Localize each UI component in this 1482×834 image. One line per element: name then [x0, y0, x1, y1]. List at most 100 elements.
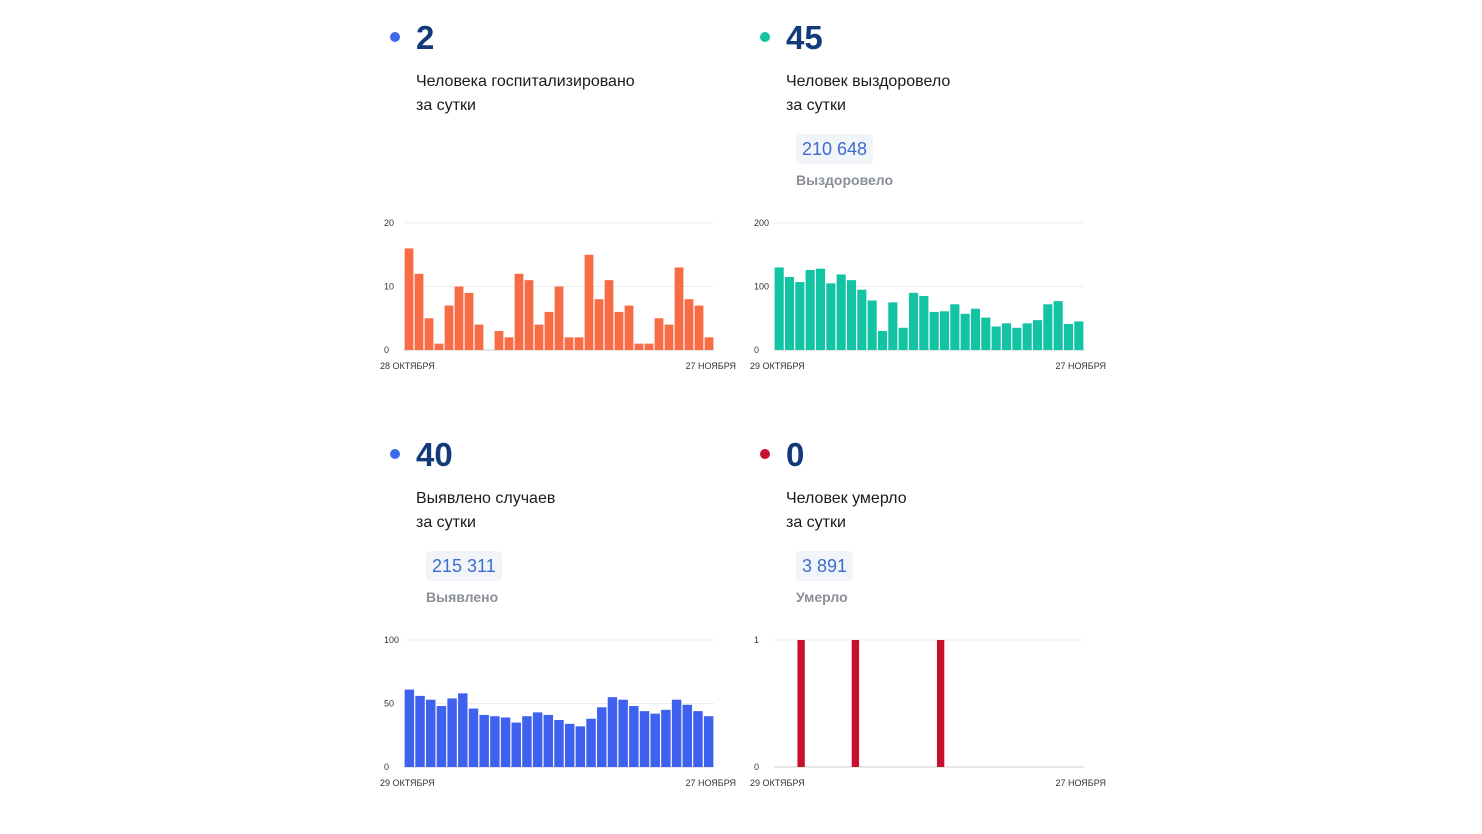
- chart-bar: [981, 317, 991, 350]
- chart-bar: [534, 324, 544, 350]
- chart-bar: [458, 693, 468, 767]
- y-tick-label: 10: [384, 282, 394, 292]
- chart-bar: [1053, 301, 1063, 350]
- chart-bar: [574, 337, 584, 350]
- chart-bar: [674, 267, 684, 350]
- chart-bar: [522, 716, 532, 767]
- chart-bar: [1012, 327, 1022, 350]
- y-tick-label: 0: [754, 762, 759, 772]
- chart-bar: [511, 722, 521, 767]
- chart-bar: [939, 311, 950, 350]
- chart-bar: [950, 304, 960, 350]
- chart-bar: [654, 318, 664, 350]
- chart-bar: [991, 326, 1001, 350]
- chart-bar: [414, 273, 424, 350]
- chart-bar: [888, 302, 898, 350]
- chart-bar: [468, 708, 479, 767]
- chart-bar: [575, 726, 586, 767]
- chart-bar: [614, 311, 624, 350]
- chart-bar: [644, 343, 654, 350]
- chart-bar: [564, 723, 575, 767]
- chart-bar: [618, 699, 628, 767]
- chart-bar: [504, 337, 514, 350]
- chart-bar: [543, 714, 554, 767]
- x-end-label: 27 НОЯБРЯ: [1055, 361, 1106, 371]
- detected-count: 40: [416, 436, 453, 473]
- chart-bar: [436, 706, 447, 767]
- y-tick-label: 20: [384, 218, 394, 228]
- chart-bar: [597, 707, 607, 767]
- chart-bar: [554, 720, 564, 767]
- detected-caption-line2: за сутки: [416, 514, 476, 531]
- hospitalized-caption-line2: за сутки: [416, 97, 476, 114]
- died-dot-icon: [760, 449, 770, 459]
- detected-total-label: Выявлено: [426, 589, 499, 605]
- chart-bar: [584, 254, 594, 350]
- chart-bar: [454, 286, 464, 350]
- recovered-count: 45: [786, 19, 823, 56]
- chart-bar: [1001, 323, 1012, 350]
- chart-bar: [444, 305, 454, 350]
- chart-bar: [464, 292, 474, 350]
- chart-bar: [604, 280, 614, 350]
- recovered-total-badge: 210 648: [796, 134, 874, 164]
- chart-bar: [797, 640, 805, 767]
- chart-bar: [514, 273, 524, 350]
- died-caption-line1: Человек умерло: [786, 490, 907, 507]
- chart-bar: [805, 269, 815, 350]
- chart-bar: [694, 305, 704, 350]
- chart-bar: [877, 330, 888, 350]
- chart-bar: [1022, 323, 1032, 350]
- chart-bar: [929, 311, 939, 350]
- chart-bar: [1032, 320, 1043, 350]
- chart-bar: [908, 292, 919, 350]
- chart-bar: [524, 280, 534, 350]
- x-start-label: 29 ОКТЯБРЯ: [750, 361, 805, 371]
- chart-bar: [703, 716, 714, 767]
- x-start-label: 29 ОКТЯБРЯ: [750, 778, 805, 788]
- x-start-label: 28 ОКТЯБРЯ: [380, 361, 435, 371]
- chart-bar: [425, 699, 436, 767]
- y-tick-label: 0: [384, 345, 389, 355]
- chart-bar: [970, 308, 981, 350]
- chart-bar: [661, 709, 671, 767]
- chart-bar: [554, 286, 564, 350]
- chart-bar: [784, 276, 795, 350]
- chart-bar: [434, 343, 444, 350]
- chart-bar: [693, 711, 703, 767]
- y-tick-label: 0: [384, 762, 389, 772]
- recovered-chart: 0 100 200 29 ОКТЯБРЯ 27 НОЯБРЯ: [750, 218, 1106, 371]
- chart-bar: [629, 706, 639, 767]
- died-count: 0: [786, 436, 805, 473]
- chart-bar: [474, 324, 484, 350]
- chart-bar: [639, 711, 650, 767]
- detected-caption-line1: Выявлено случаев: [416, 490, 556, 507]
- died-caption: Человек умерло за сутки: [786, 487, 907, 535]
- detected-caption: Выявлено случаев за сутки: [416, 487, 555, 535]
- chart-bar: [704, 337, 714, 350]
- chart-bar: [586, 718, 596, 767]
- chart-bar: [919, 296, 929, 350]
- chart-bar: [1074, 321, 1084, 350]
- detected-chart: 0 50 100 29 ОКТЯБРЯ 27 НОЯБРЯ: [380, 635, 736, 788]
- chart-bar: [867, 300, 877, 350]
- chart-bar: [594, 299, 604, 350]
- chart-bar: [415, 695, 425, 767]
- y-tick-label: 200: [754, 218, 769, 228]
- x-end-label: 27 НОЯБРЯ: [685, 361, 736, 371]
- chart-bar: [851, 640, 860, 767]
- chart-bar: [682, 704, 693, 767]
- chart-bar: [650, 713, 660, 767]
- chart-bar: [664, 324, 674, 350]
- hospitalized-dot-icon: [390, 32, 400, 42]
- chart-bar: [607, 697, 618, 767]
- chart-bar: [1043, 304, 1053, 350]
- chart-bar: [634, 343, 644, 350]
- chart-bar: [494, 330, 504, 350]
- died-total-label: Умерло: [796, 589, 848, 605]
- x-end-label: 27 НОЯБРЯ: [685, 778, 736, 788]
- chart-bar: [490, 716, 500, 767]
- y-tick-label: 1: [754, 635, 759, 645]
- chart-bar: [544, 311, 554, 350]
- chart-bar: [815, 268, 826, 350]
